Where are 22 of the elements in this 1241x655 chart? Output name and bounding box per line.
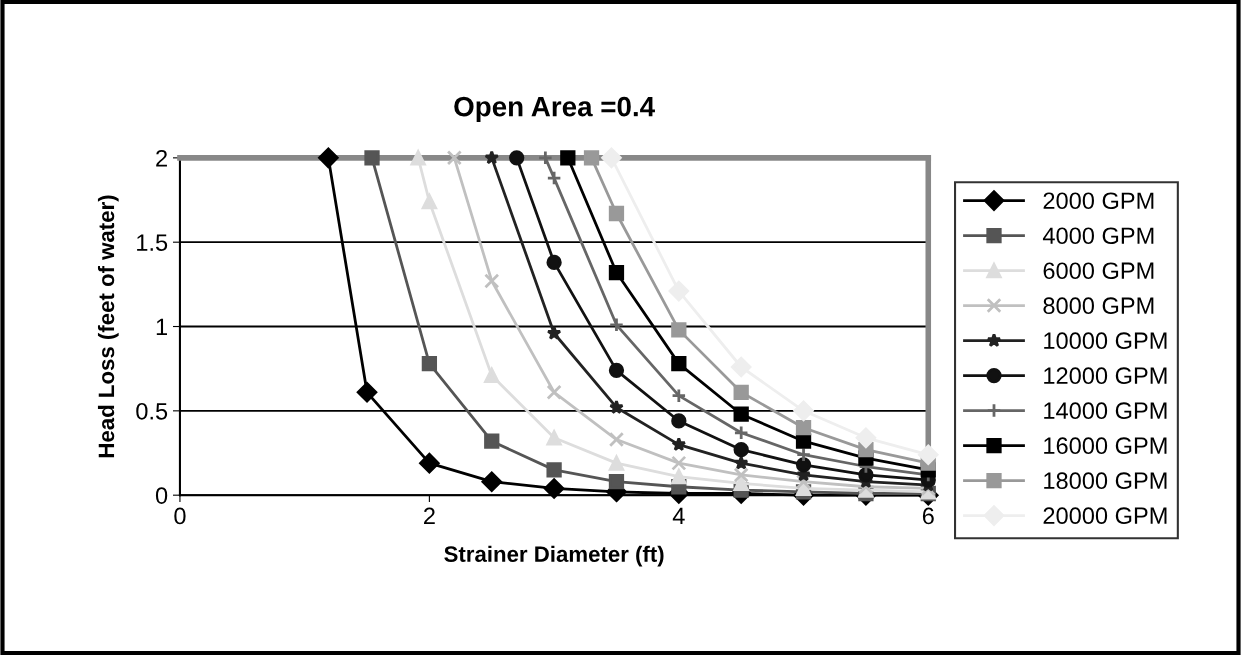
y-tick-label: 1.5	[137, 234, 168, 251]
y-tick-label: 0	[155, 487, 168, 504]
legend-label: 8000 GPM	[1043, 297, 1154, 315]
x-tick-label: 2	[424, 507, 435, 525]
legend-label: 20000 GPM	[1043, 507, 1167, 525]
legend-label: 12000 GPM	[1044, 367, 1167, 385]
legend-label: 14000 GPM	[1044, 402, 1167, 420]
legend-label: 6000 GPM	[1043, 262, 1154, 280]
x-tick-label: 6	[922, 507, 934, 525]
x-axis-title: Strainer Diameter (ft)	[444, 545, 664, 567]
legend-label: 18000 GPM	[1044, 472, 1167, 490]
x-tick-label: 0	[174, 507, 186, 525]
y-tick-label: 0.5	[136, 402, 168, 420]
legend-label: 10000 GPM	[1044, 332, 1167, 350]
chart-title: Open Area =0.4	[454, 96, 655, 122]
legend-label: 2000 GPM	[1043, 192, 1154, 210]
legend-label: 16000 GPM	[1044, 437, 1167, 455]
legend-label: 4000 GPM	[1042, 227, 1154, 245]
y-axis-title: Head Loss (feet of water)	[97, 195, 119, 458]
y-tick-label: 2	[156, 149, 167, 167]
y-tick-label: 1	[156, 318, 167, 336]
x-tick-label: 4	[672, 507, 685, 525]
